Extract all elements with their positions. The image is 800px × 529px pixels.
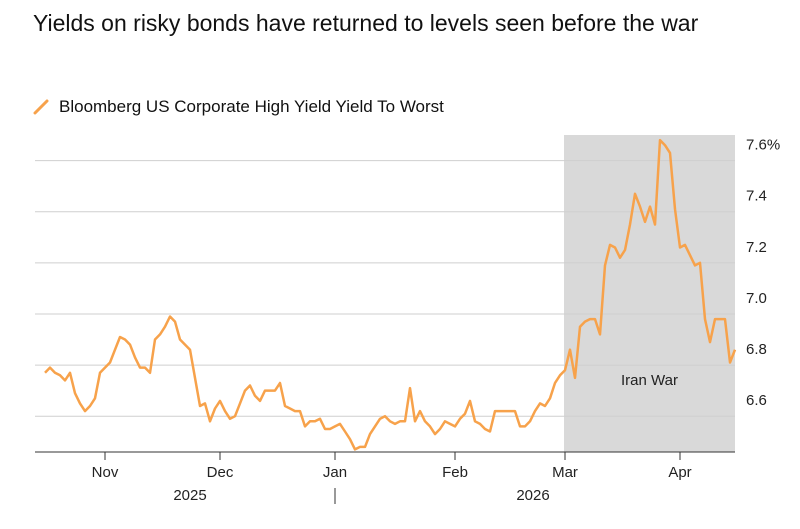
x-tick-label: Nov: [92, 464, 119, 481]
legend: Bloomberg US Corporate High Yield Yield …: [33, 97, 444, 117]
legend-label: Bloomberg US Corporate High Yield Yield …: [59, 97, 444, 116]
y-tick-label: 6.8: [746, 341, 767, 358]
shaded-region: [564, 135, 735, 452]
year-label: 2026: [516, 487, 549, 504]
y-tick-label: 7.2: [746, 239, 767, 256]
line-series: [44, 138, 737, 451]
x-tick-label: Apr: [668, 464, 691, 481]
x-tick-label: Jan: [323, 464, 347, 481]
y-tick-label: 7.6%: [746, 137, 780, 154]
chart-title: Yields on risky bonds have returned to l…: [33, 10, 699, 36]
year-label: 2025: [173, 487, 206, 504]
x-tick-label: Mar: [552, 464, 578, 481]
x-tick-label: Feb: [442, 464, 468, 481]
annotation: Iran War: [621, 372, 678, 389]
y-tick-label: 7.0: [746, 290, 767, 307]
y-tick-label: 7.4: [746, 188, 767, 205]
y-tick-label: 6.6: [746, 392, 767, 409]
legend-swatch: [33, 99, 49, 115]
x-tick-label: Dec: [207, 464, 234, 481]
